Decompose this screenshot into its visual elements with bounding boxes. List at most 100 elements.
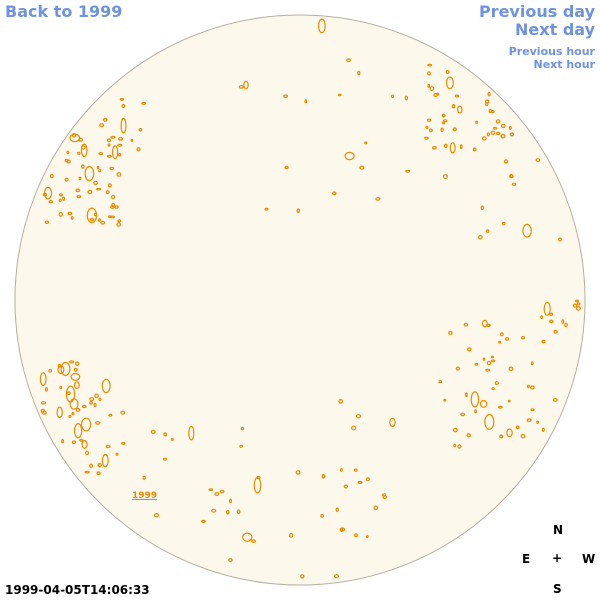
contour-speck (97, 218, 102, 222)
contour-speck (496, 131, 501, 136)
contour-speck (142, 475, 146, 480)
contour-speck (108, 413, 113, 417)
contour-speck (296, 208, 300, 214)
contour-speck (445, 70, 450, 74)
contour-speck (504, 337, 510, 341)
contour-speck (541, 339, 546, 344)
contour-speck (484, 413, 495, 430)
contour-speck (486, 132, 490, 137)
contour-speck (73, 367, 78, 372)
contour-speck (96, 471, 101, 476)
contour-speck (80, 417, 92, 432)
contour-speck (105, 444, 111, 449)
previous-day-link[interactable]: Previous day (478, 2, 595, 21)
contour-speck (98, 152, 104, 156)
contour-speck (66, 391, 71, 396)
contour-speck (449, 142, 456, 154)
contour-speck (68, 414, 72, 418)
contour-speck (339, 527, 344, 533)
contour-speck (521, 336, 525, 340)
contour-speck (99, 123, 105, 128)
year-map-link[interactable]: 1999 (132, 491, 158, 501)
contour-speck (454, 94, 460, 98)
contour-speck (44, 220, 50, 224)
contour-speck (170, 438, 174, 442)
contour-speck (242, 532, 253, 542)
contour-speck (116, 171, 122, 177)
contour-speck (482, 319, 488, 328)
contour-speck (116, 222, 122, 227)
contour-speck (574, 299, 579, 303)
contour-speck (89, 397, 95, 402)
next-day-link[interactable]: Next day (515, 20, 595, 39)
contour-speck (453, 443, 457, 448)
contour-speck (485, 229, 490, 234)
contour-speck (549, 312, 554, 316)
contour-speck (50, 174, 54, 179)
next-hour-link[interactable]: Next hour (533, 58, 596, 71)
contour-speck (456, 105, 463, 114)
contour-speck (110, 194, 116, 200)
contour-speck (153, 513, 160, 518)
contour-speck (432, 146, 437, 150)
contour-speck (448, 330, 453, 336)
contour-speck (89, 217, 95, 222)
contour-speck (71, 411, 75, 416)
contour-speck (346, 58, 352, 63)
contour-speck (96, 187, 102, 191)
contour-speck (442, 174, 448, 180)
contour-speck (382, 493, 387, 497)
contour-speck (485, 99, 490, 104)
contour-speck (105, 190, 110, 195)
contour-speck (84, 450, 89, 456)
previous-hour-link[interactable]: Previous hour (508, 45, 595, 58)
contour-speck (466, 347, 472, 352)
contour-speck (452, 427, 458, 433)
contour-speck (48, 368, 53, 373)
contour-speck (335, 507, 339, 512)
contour-speck (475, 120, 479, 124)
contour-speck (530, 408, 535, 412)
contour-speck (240, 426, 245, 431)
contour-speck (284, 165, 289, 170)
contour-speck (540, 315, 543, 320)
contour-speck (433, 92, 439, 97)
contour-speck (251, 539, 256, 543)
contour-speck (482, 357, 486, 361)
contour-speck (119, 97, 125, 101)
contour-speck (500, 133, 506, 139)
contour-speck (318, 18, 326, 34)
contour-speck (84, 165, 95, 182)
contour-speck (474, 362, 479, 366)
contour-speck (503, 159, 509, 164)
compass-center-icon: + (552, 551, 563, 565)
contour-speck (321, 473, 326, 479)
contour-speck (106, 154, 112, 158)
compass-east-label: E (522, 552, 531, 566)
compass-north-label: N (553, 523, 564, 537)
contour-speck (162, 457, 168, 461)
contour-speck (300, 574, 305, 579)
contour-speck (506, 428, 513, 438)
contour-speck (530, 385, 535, 390)
contour-speck (69, 360, 74, 364)
contour-speck (552, 398, 558, 402)
contour-speck (150, 429, 156, 434)
contour-speck (499, 434, 504, 439)
contour-speck (93, 212, 98, 217)
back-to-year-link[interactable]: Back to 1999 (5, 2, 123, 21)
contour-speck (80, 164, 85, 169)
contour-speck (481, 136, 487, 141)
contour-speck (507, 399, 511, 403)
contour-speck (64, 177, 69, 182)
contour-speck (501, 221, 506, 226)
contour-speck (118, 152, 122, 157)
contour-speck (264, 207, 269, 211)
contour-speck (214, 492, 220, 497)
contour-speck (69, 133, 81, 143)
contour-speck (364, 141, 368, 145)
contour-speck (48, 200, 54, 204)
contour-speck (110, 135, 116, 139)
contour-speck (109, 215, 116, 219)
contour-speck (102, 117, 108, 122)
